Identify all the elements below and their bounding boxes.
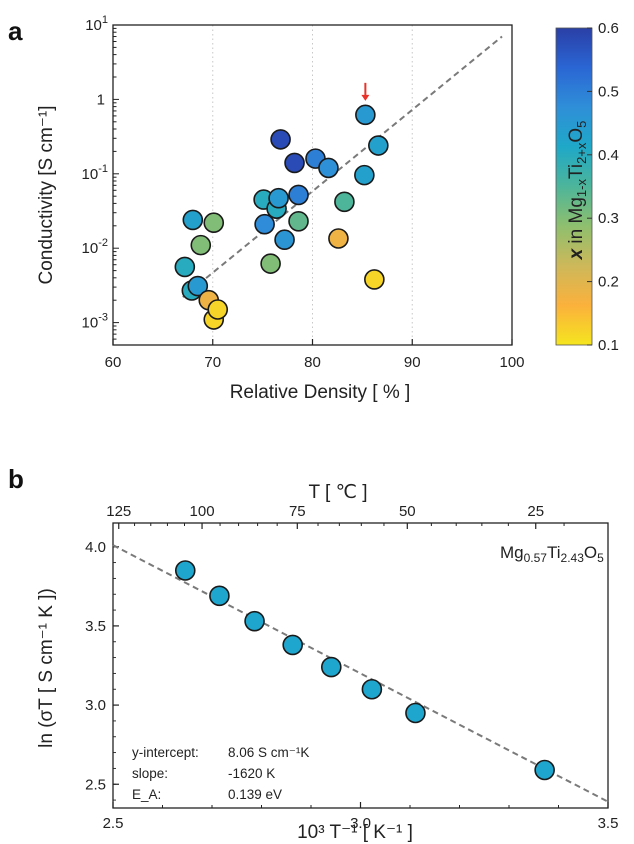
panel-a-data-point [260, 253, 281, 274]
panel-b-data-point [282, 634, 303, 656]
panel-a-data-point [174, 256, 196, 278]
colorbar-tick-label: 0.1 [598, 337, 619, 354]
panel-a-trend-line [182, 35, 503, 298]
panel-b-x-tick-label: 2.5 [103, 815, 124, 832]
panel-label-b: b [8, 464, 24, 494]
panel-a-data-point [334, 191, 355, 213]
panel-b-top-tick-label: 25 [527, 503, 544, 520]
panel-a-data-point [355, 104, 376, 126]
panel-a-data-point [318, 157, 339, 179]
panel-a-y-tick-label: 101 [85, 14, 108, 34]
panel-b-data-point [320, 656, 342, 678]
panel-b-y-tick-label: 4.0 [85, 539, 106, 556]
panel-b-formula: Mg0.57Ti2.43O5 [500, 543, 604, 565]
panel-a-x-tick-label: 80 [304, 354, 321, 371]
colorbar-tick-label: 0.4 [598, 147, 619, 164]
panel-b-data-point [534, 759, 555, 781]
panel-a-data-point [364, 269, 385, 290]
annotation-intercept-label: y-intercept: [132, 745, 199, 760]
panel-b-x-tick-label: 3.5 [598, 815, 619, 832]
panel-a-data-point [274, 229, 295, 251]
colorbar-tick-label: 0.3 [598, 210, 619, 227]
panel-b-data-point [174, 560, 196, 581]
panel-label-a: a [8, 16, 23, 46]
formula-ti-sub: 2.43 [561, 551, 585, 565]
panel-b-data-point [209, 585, 230, 607]
panel-a-data-point [288, 184, 309, 206]
panel-a-x-tick-label: 70 [204, 354, 221, 371]
annotation-ea-value: 0.139 eV [228, 787, 282, 802]
panel-a-data-point [268, 187, 289, 209]
panel-b-arrhenius-plot: 2.5 3.0 3.5 2.5 3.0 3.5 4.0 125 100 75 50 25 [85, 503, 618, 832]
panel-a-y-tick-label: 10-1 [82, 163, 108, 183]
annotation-slope-value: -1620 K [228, 766, 275, 781]
colorbar-label-x: x [566, 247, 587, 260]
colorbar-tick-label: 0.6 [598, 20, 619, 37]
panel-a-data-point [187, 275, 209, 297]
annotation-ea-label: E_A: [132, 787, 161, 802]
panel-a-x-axis-label: Relative Density [ % ] [230, 382, 411, 403]
colorbar-gradient [555, 27, 593, 346]
panel-b-y-tick-label: 3.0 [85, 697, 106, 714]
panel-b-x-axis-label: 10³ T⁻¹ [ K⁻¹ ] [297, 822, 413, 843]
panel-a-data-point [354, 164, 375, 186]
panel-a-x-tick-label: 60 [105, 354, 122, 371]
colorbar-label-o: O [566, 128, 587, 143]
panel-a-data-point [328, 228, 349, 249]
annotation-slope-label: slope: [132, 766, 168, 781]
panel-a-conductivity-plot: 60 70 80 90 100 10-3 10-2 10-1 1 101 [82, 14, 525, 371]
colorbar-label-sub3: 5 [574, 121, 589, 128]
panel-b-top-tick-label: 125 [106, 503, 131, 520]
panel-b-data-point [361, 678, 383, 700]
formula-mg: Mg [500, 543, 524, 562]
panel-b-x-tick-label: 3.0 [350, 815, 371, 832]
panel-a-data-point [368, 135, 389, 156]
colorbar-label-sub2: 2+x [574, 142, 589, 164]
colorbar-label-ti: Ti [566, 164, 587, 179]
panel-a-data-point [254, 213, 275, 235]
colorbar-label: x in Mg1-xTi2+xO5 [566, 121, 589, 261]
panel-a-x-tick-label: 100 [499, 354, 524, 371]
panel-a-data-point [207, 299, 229, 320]
panel-b-top-tick-label: 50 [399, 503, 416, 520]
panel-b-fit-line [112, 544, 609, 803]
panel-a-x-tick-label: 90 [404, 354, 421, 371]
panel-a-y-tick-label: 1 [97, 91, 105, 108]
panel-a-data-point [270, 129, 291, 150]
panel-a-data-point [190, 234, 212, 256]
formula-o-sub: 5 [597, 551, 604, 565]
formula-mg-sub: 0.57 [524, 551, 548, 565]
panel-b-y-tick-label: 2.5 [85, 776, 106, 793]
panel-b-top-tick-label: 100 [190, 503, 215, 520]
colorbar: 0.6 0.5 0.4 0.3 0.2 0.1 [555, 20, 619, 354]
panel-b-top-tick-label: 75 [289, 503, 306, 520]
colorbar-tick-label: 0.2 [598, 274, 619, 291]
panel-a-y-tick-label: 10-2 [82, 237, 108, 257]
panel-a-data-point [182, 209, 204, 231]
panel-a-data-point [284, 152, 305, 174]
panel-b-y-tick-label: 3.5 [85, 618, 106, 635]
panel-a-axes-frame [112, 24, 513, 346]
colorbar-tick-label: 0.5 [598, 83, 619, 100]
panel-b-data-point [244, 610, 265, 632]
panel-a-y-tick-label: 10-3 [82, 312, 108, 332]
annotation-intercept-value: 8.06 S cm⁻¹K [228, 745, 309, 760]
panel-b-top-axis-label: T [ ℃ ] [309, 482, 368, 503]
panel-b-data-point [405, 702, 426, 724]
panel-a-data-point [203, 212, 225, 234]
formula-o: O [584, 543, 597, 562]
red-arrow-head [361, 94, 370, 101]
panel-a-data-point [288, 210, 309, 232]
formula-ti: Ti [547, 543, 561, 562]
colorbar-label-sub1: 1-x [574, 179, 589, 198]
colorbar-label-in: in Mg [566, 197, 587, 249]
panel-a-y-axis-label: Conductivity [S cm⁻¹] [36, 106, 57, 285]
panel-b-y-axis-label: ln (σT [ S cm⁻¹ K ]) [36, 588, 57, 748]
